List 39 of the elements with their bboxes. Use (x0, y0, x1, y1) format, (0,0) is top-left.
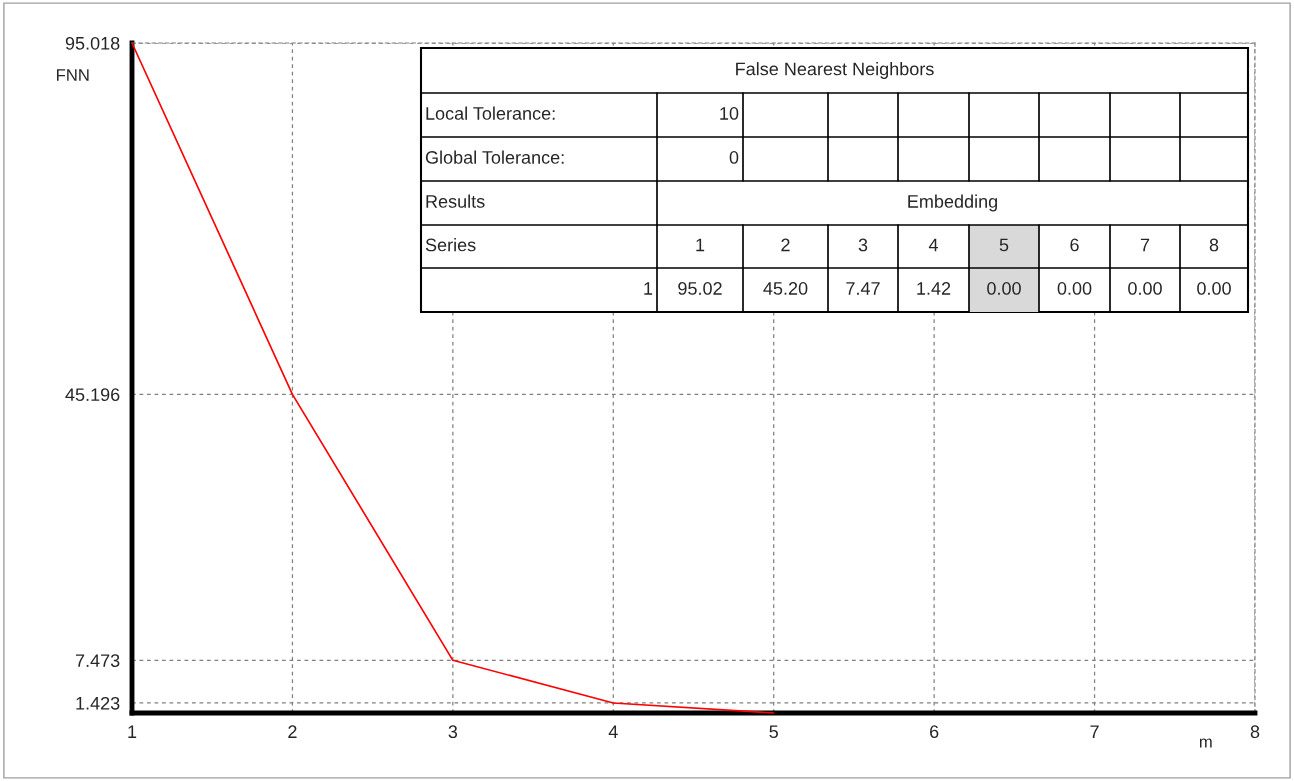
annotation: 4 (928, 238, 938, 252)
annotation: 0.00 (1128, 282, 1162, 295)
y-tick-label: 7.473 (75, 654, 120, 668)
x-tick-label: 5 (769, 725, 778, 739)
x-tick-label: 6 (930, 725, 939, 739)
annotation: False Nearest Neighbors (736, 62, 934, 79)
x-tick-label: 2 (288, 725, 297, 738)
annotation: 0 (729, 151, 739, 164)
x-tick-label: 7 (1090, 725, 1099, 738)
annotation: Series (425, 238, 476, 252)
x-tick-label: 8 (1250, 725, 1260, 739)
annotation: 3 (858, 238, 868, 252)
annotation: 1.42 (917, 282, 951, 295)
annotation: 5 (999, 238, 1009, 252)
annotation: 8 (1209, 238, 1219, 252)
x-axis-title: m (1199, 738, 1212, 748)
annotation: 7 (1140, 238, 1150, 252)
annotation: Global Tolerance: (425, 150, 564, 164)
annotation: 95.02 (678, 282, 722, 295)
annotation: 7.47 (846, 282, 880, 295)
y-tick-label: 1.423 (76, 696, 120, 710)
annotation: 1 (696, 238, 705, 252)
annotation: 6 (1070, 238, 1079, 252)
annotation: 2 (781, 238, 790, 252)
annotation: 1 (644, 282, 653, 295)
annotation: Results (426, 194, 485, 208)
annotation: Local Tolerance: (426, 106, 555, 120)
annotation: 0.00 (987, 282, 1021, 295)
y-axis-title: FNN (57, 69, 89, 81)
x-tick-label: 4 (608, 725, 618, 738)
x-tick-label: 3 (448, 725, 458, 739)
annotation: 0.00 (1197, 282, 1231, 295)
y-tick-label: 95.018 (65, 36, 120, 50)
annotation: 45.20 (763, 282, 808, 295)
x-tick-label: 1 (128, 725, 137, 738)
y-tick-label: 45.196 (65, 388, 120, 402)
annotation: 0.00 (1057, 282, 1092, 295)
annotation: 10 (720, 107, 739, 120)
annotation: Embedding (908, 194, 998, 212)
